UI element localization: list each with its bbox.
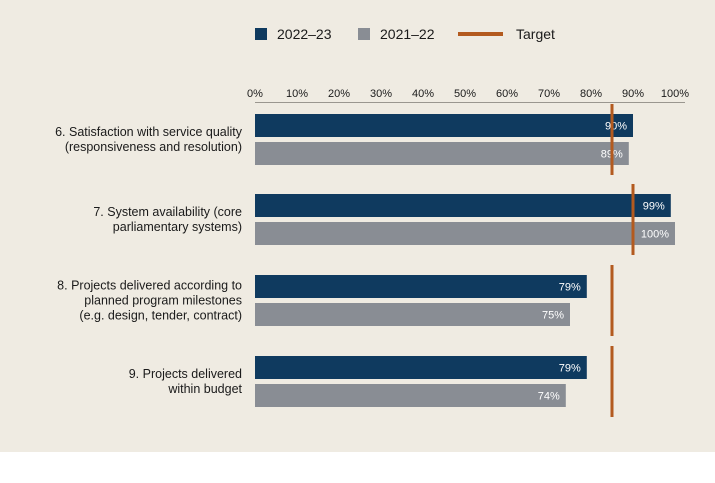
x-tick-label: 80%	[580, 88, 602, 100]
bar	[255, 303, 570, 326]
legend-label-2021-22: 2021–22	[380, 26, 435, 42]
x-tick-label: 100%	[661, 88, 689, 100]
x-tick-label: 70%	[538, 88, 560, 100]
category-label: 7. System availability (core parliamentar…	[93, 205, 242, 234]
bar-value-label: 99%	[643, 201, 665, 213]
bar-value-label: 90%	[605, 121, 627, 133]
bar	[255, 194, 671, 217]
legend-label-2022-23: 2022–23	[277, 26, 332, 42]
bar-value-label: 75%	[542, 310, 564, 322]
x-tick-label: 0%	[247, 88, 263, 100]
x-tick-label: 90%	[622, 88, 644, 100]
category-label: 6. Satisfaction with service quality (res…	[55, 125, 243, 154]
bar	[255, 114, 633, 137]
bar	[255, 222, 675, 245]
bar-chart: 2022–23 2021–22 Target 0% 10% 20% 30% 40% 50% 60%…	[55, 26, 689, 417]
chart-panel: 2022–23 2021–22 Target 0% 10% 20% 30% 40% 50% 60%…	[0, 0, 715, 452]
legend-swatch-2021-22	[358, 28, 370, 40]
bar-value-label: 79%	[559, 282, 581, 294]
bar	[255, 384, 566, 407]
x-tick-label: 30%	[370, 88, 392, 100]
bar	[255, 275, 587, 298]
bar	[255, 356, 587, 379]
bar-value-label: 100%	[641, 229, 669, 241]
category-label: 9. Projects delivered within budget	[129, 367, 243, 396]
x-tick-label: 20%	[328, 88, 350, 100]
x-tick-label: 40%	[412, 88, 434, 100]
bar-value-label: 79%	[559, 363, 581, 375]
bar	[255, 142, 629, 165]
x-tick-label: 50%	[454, 88, 476, 100]
legend-label-target: Target	[516, 26, 555, 42]
legend-swatch-2022-23	[255, 28, 267, 40]
x-tick-label: 60%	[496, 88, 518, 100]
category-label: 8. Projects delivered according to planne…	[57, 279, 242, 323]
bar-value-label: 74%	[538, 391, 560, 403]
x-tick-label: 10%	[286, 88, 308, 100]
